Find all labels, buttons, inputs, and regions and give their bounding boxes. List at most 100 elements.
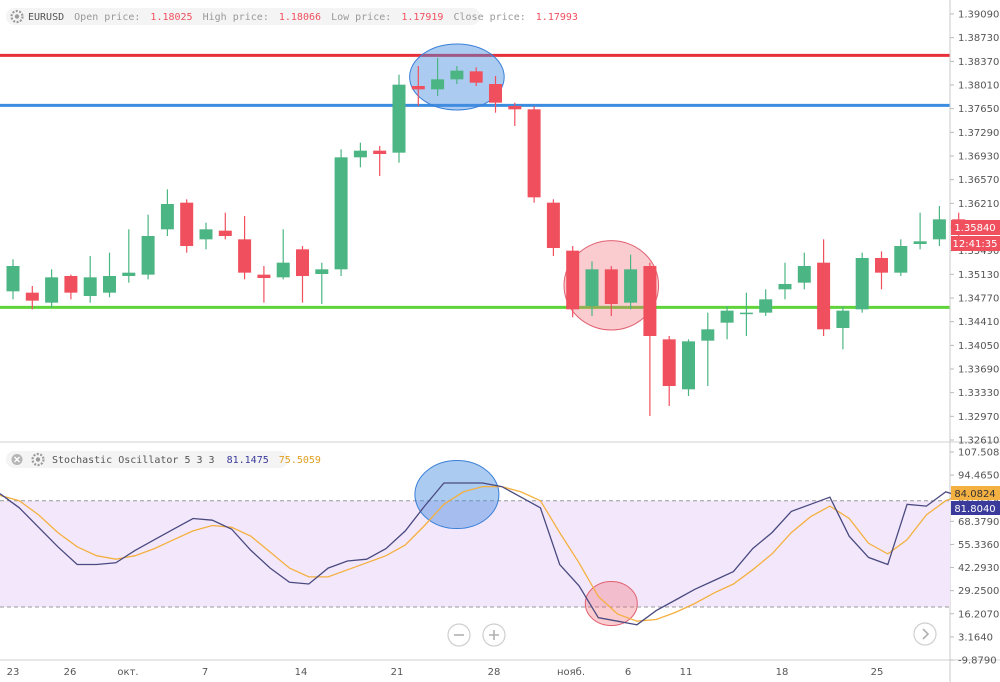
scroll-right-button[interactable] [913, 622, 937, 646]
candle-body [720, 310, 734, 323]
candle [353, 142, 367, 168]
price-axis[interactable]: 1.39090 1.38730 1.38370 1.38010 1.37650 1.372… [950, 10, 999, 447]
candle [624, 254, 638, 310]
chevron-right-icon [922, 628, 930, 640]
candle-body [778, 284, 792, 290]
candle-body [855, 258, 869, 310]
candle [103, 252, 116, 298]
stoch-d-badge: 84.0824 [951, 486, 1000, 500]
countdown-badge: 12:41:35 [951, 236, 1000, 251]
price-axis-label: 1.34410 [958, 317, 999, 328]
candle [643, 262, 657, 416]
time-axis-label: 6 [625, 667, 631, 678]
highlight-zones-stochastic [414, 460, 638, 627]
legend-low-label: Low price: [331, 12, 391, 23]
candle-body [489, 84, 502, 103]
price-axis-label: 1.37290 [958, 128, 999, 139]
candle [585, 261, 599, 316]
candle-body [353, 150, 367, 158]
legend-open-value: 1.18025 [150, 12, 192, 23]
candle-body [932, 219, 946, 240]
gear-icon[interactable] [10, 9, 24, 24]
candle-body [469, 71, 483, 83]
candle [160, 189, 174, 236]
candle-body [83, 277, 97, 296]
price-axis-label: 1.34050 [958, 341, 999, 352]
candle-body [180, 202, 194, 246]
candle [894, 239, 908, 276]
stoch-axis-label: 16.2070 [958, 609, 999, 620]
candle-body [334, 157, 348, 270]
legend-open-label: Open price: [74, 12, 140, 23]
candle [83, 256, 97, 303]
stoch-legend-d: 75.5059 [279, 455, 321, 466]
price-axis-label: 1.38010 [958, 81, 999, 92]
candle [701, 312, 715, 386]
last-price-value: 1.35840 [954, 223, 995, 234]
stoch-axis-label: 55.3360 [958, 540, 999, 551]
stochastic-band [0, 500, 950, 608]
legend-high-value: 1.18066 [279, 12, 321, 23]
stochastic-legend: Stochastic Oscillator 5 3 3 81.1475 75.5… [6, 451, 321, 468]
candle [489, 76, 502, 113]
candle [932, 206, 946, 246]
candle [527, 106, 541, 203]
candle-body [141, 236, 155, 275]
price-axis-label: 1.37650 [958, 104, 999, 115]
candle [508, 102, 522, 126]
candle [122, 229, 136, 283]
candle [720, 306, 734, 340]
candle [6, 259, 20, 300]
legend-close-label: Close price: [454, 12, 526, 23]
candle-body [913, 241, 927, 244]
candle-body [45, 277, 59, 303]
time-axis-label: 18 [776, 667, 789, 678]
price-axis-label: 1.39090 [958, 10, 999, 21]
candle [469, 67, 483, 86]
candle [778, 262, 792, 300]
candle [218, 212, 232, 240]
gear-icon[interactable] [31, 452, 45, 467]
stoch-axis-label: -9.8790 [958, 656, 997, 667]
legend-low-value: 1.17919 [401, 12, 443, 23]
time-axis-label: 23 [7, 667, 20, 678]
candle-body [604, 269, 618, 304]
zoom-out-button[interactable] [447, 623, 471, 647]
price-axis-label: 1.32970 [958, 412, 999, 423]
candle [759, 289, 773, 316]
stoch-legend-k: 81.1475 [227, 455, 269, 466]
candle [257, 266, 271, 303]
candle-body [431, 79, 445, 90]
svg-text:Stochastic Oscillator 5 3 3: Stochastic Oscillator 5 3 3 81.1475 75.5… [52, 455, 321, 466]
candle [25, 286, 39, 310]
close-icon[interactable] [11, 454, 23, 465]
stoch-d-badge-value: 84.0824 [954, 489, 995, 500]
candles [6, 58, 966, 416]
price-pane [0, 43, 966, 416]
candle [817, 239, 831, 336]
candle-body [894, 246, 908, 273]
stochastic-pane [0, 460, 966, 627]
candle-body [759, 299, 773, 313]
last-price-badge: 1.35840 [951, 220, 1000, 235]
candle-body [450, 70, 464, 80]
candle [392, 74, 406, 163]
candle-body [276, 262, 290, 278]
candle-body [508, 106, 522, 110]
time-axis-label: 7 [202, 667, 208, 678]
candle-body [701, 329, 715, 341]
candle [662, 336, 676, 406]
candle-body [315, 269, 329, 274]
candle [913, 212, 927, 250]
zoom-in-button[interactable] [482, 623, 506, 647]
time-axis[interactable]: 23 26 окт. 7 14 21 28 нояб. 6 11 18 25 [7, 667, 884, 678]
plus-icon [489, 630, 499, 640]
candle [450, 66, 464, 84]
time-axis-label: 21 [391, 667, 404, 678]
candle-body [218, 230, 232, 236]
stochastic-k-line [0, 482, 966, 626]
candle [373, 146, 387, 176]
time-axis-label: окт. [117, 667, 138, 678]
price-axis-label: 1.38730 [958, 33, 999, 44]
price-axis-label: 1.35490 [958, 246, 999, 257]
